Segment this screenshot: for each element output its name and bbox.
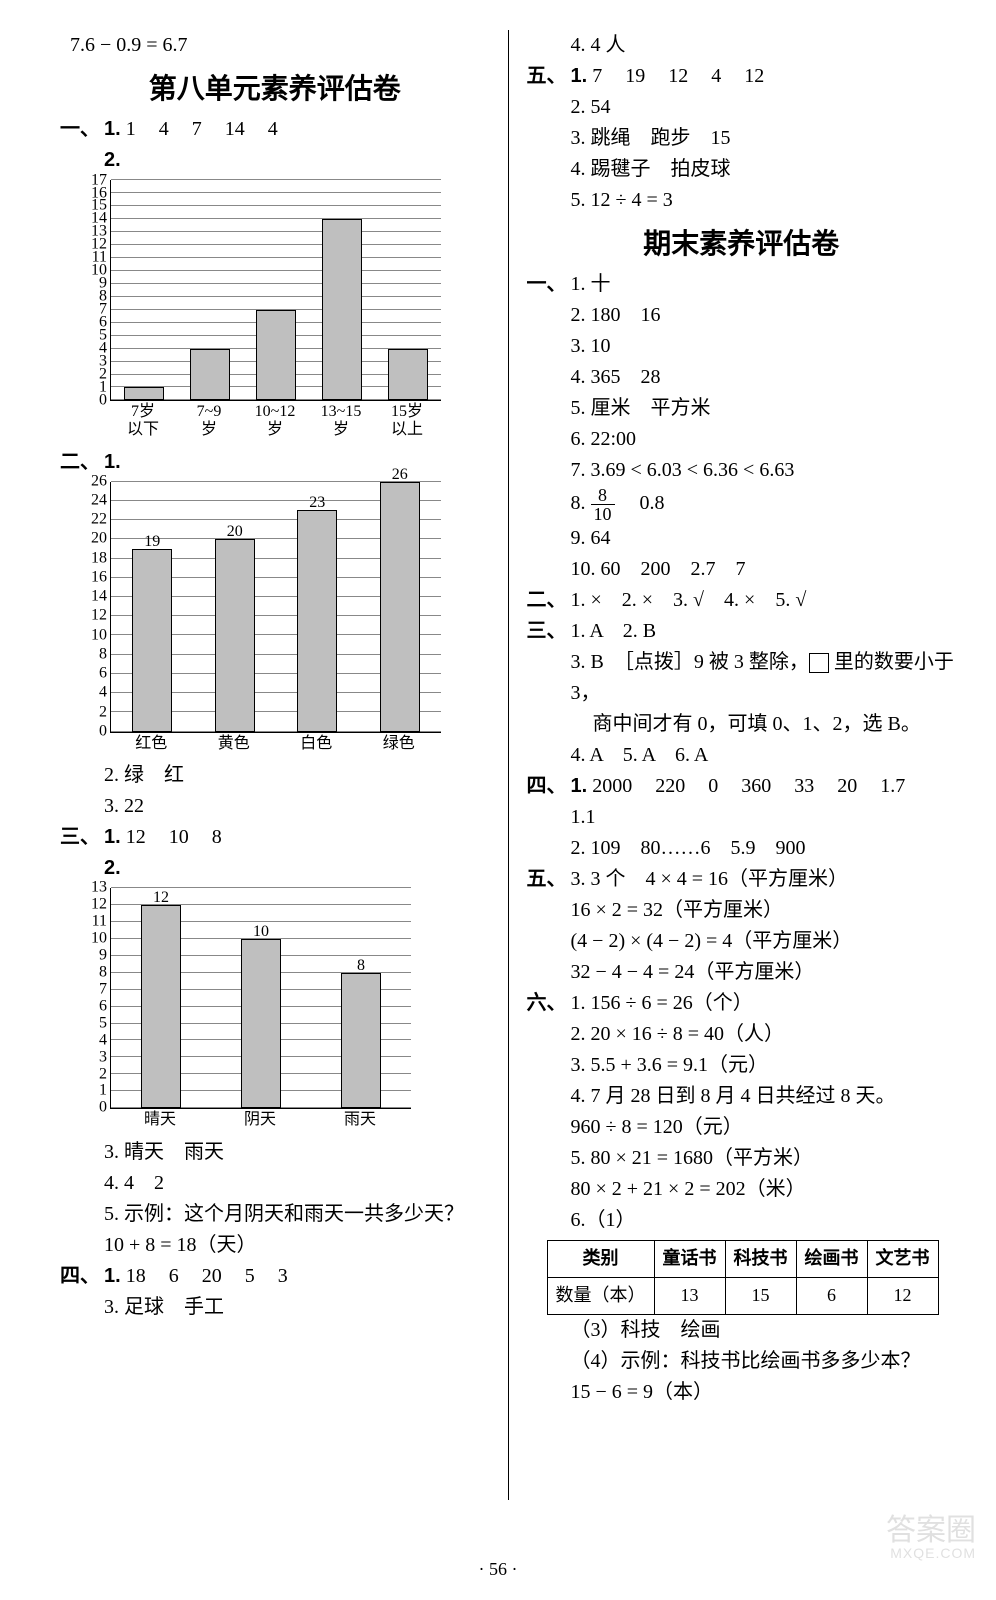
s5-l1-nums: 7 19 12 4 12 bbox=[592, 65, 782, 87]
two-column-layout: 7.6 − 0.9 = 6.7 第八单元素养评估卷 一、 1. 1 4 7 14… bbox=[60, 30, 956, 1500]
s4-l1-nums: 18 6 20 5 3 bbox=[126, 1265, 306, 1287]
s5-l2: 2. 54 bbox=[571, 92, 783, 123]
s2-l3: 3. 22 bbox=[104, 791, 490, 822]
final-s4: 四、 1. 2000 220 0 360 33 20 1.7 1.1 2. 10… bbox=[527, 771, 957, 864]
s3-l1-label: 1. bbox=[104, 826, 121, 848]
s3-l1-nums: 12 10 8 bbox=[126, 826, 240, 848]
section-1: 一、 1. 1 4 7 14 4 2. bbox=[60, 114, 490, 176]
s5-l3: 3. 跳绳 跑步 15 bbox=[571, 123, 783, 154]
unit8-title: 第八单元素养评估卷 bbox=[60, 67, 490, 110]
section-1-body: 1. 1 4 7 14 4 2. bbox=[104, 114, 296, 176]
blank-box-icon bbox=[809, 653, 829, 673]
r-top-l1: 4. 4 人 bbox=[571, 30, 957, 61]
books-table: 类别 童话书 科技书 绘画书 文艺书 数量（本） 13 15 6 12 bbox=[547, 1240, 939, 1315]
section-5: 五、 1. 7 19 12 4 12 2. 54 3. 跳绳 跑步 15 4. … bbox=[527, 61, 957, 216]
section-4-body: 1. 18 6 20 5 3 3. 足球 手工 bbox=[104, 1261, 306, 1323]
s3-l5b: 10 + 8 = 18（天） bbox=[104, 1230, 490, 1261]
final-s5: 五、 3. 3 个 4 × 4 = 16（平方厘米） 16 × 2 = 32（平… bbox=[527, 864, 957, 988]
watermark: 答案圈 MXQE.COM bbox=[886, 1516, 976, 1560]
s1-l1-label: 1. bbox=[104, 118, 121, 140]
f3-l3: 3. B ［点拨］9 被 3 整除， 里的数要小于 3， bbox=[571, 647, 957, 709]
s3-l4: 4. 4 2 bbox=[104, 1168, 490, 1199]
s4-l3: 3. 足球 手工 bbox=[104, 1292, 306, 1323]
fraction-8-10: 8 10 bbox=[591, 486, 615, 523]
final-s1: 一、 1. 十 2. 180 16 3. 10 4. 365 28 5. 厘米 … bbox=[527, 269, 957, 585]
s3-l5: 5. 示例：这个月阴天和雨天一共多少天？ bbox=[104, 1199, 490, 1230]
final-s1-body: 1. 十 2. 180 16 3. 10 4. 365 28 5. 厘米 平方米… bbox=[571, 269, 795, 585]
final-s2: 二、 1. × 2. × 3. √ 4. × 5. √ bbox=[527, 585, 957, 616]
section-5-label: 五、 bbox=[527, 61, 571, 216]
table-data-row: 数量（本） 13 15 6 12 bbox=[547, 1278, 938, 1315]
chart-colors: 0246810121416182022242619202326红色黄色白色绿色 bbox=[110, 482, 490, 753]
s4-l1-label: 1. bbox=[104, 1265, 121, 1287]
f1-l8: 8. 8 10 0.8 bbox=[571, 486, 795, 523]
s2-l2: 2. 绿 红 bbox=[104, 760, 490, 791]
table-header-row: 类别 童话书 科技书 绘画书 文艺书 bbox=[547, 1241, 938, 1278]
final-s1-label: 一、 bbox=[527, 269, 571, 585]
s5-l1-label: 1. bbox=[571, 65, 588, 87]
final-s4-body: 1. 2000 220 0 360 33 20 1.7 1.1 2. 109 8… bbox=[571, 771, 957, 864]
chart-ages: 012345678910111213141516177岁以下7~9岁10~12岁… bbox=[110, 180, 490, 438]
section-3: 三、 1. 12 10 8 2. bbox=[60, 822, 490, 884]
s3-l3: 3. 晴天 雨天 bbox=[104, 1137, 490, 1168]
final-title: 期末素养评估卷 bbox=[527, 222, 957, 265]
f6b-l3: 15 − 6 = 9（本） bbox=[571, 1377, 957, 1408]
s5-l4: 4. 踢毽子 拍皮球 bbox=[571, 154, 783, 185]
section-5-body: 1. 7 19 12 4 12 2. 54 3. 跳绳 跑步 15 4. 踢毽子… bbox=[571, 61, 783, 216]
top-equation: 7.6 − 0.9 = 6.7 bbox=[70, 30, 490, 61]
final-s6: 六、 1. 156 ÷ 6 = 26（个） 2. 20 × 16 ÷ 8 = 4… bbox=[527, 988, 957, 1236]
page: 7.6 − 0.9 = 6.7 第八单元素养评估卷 一、 1. 1 4 7 14… bbox=[0, 0, 996, 1600]
section-4: 四、 1. 18 6 20 5 3 3. 足球 手工 bbox=[60, 1261, 490, 1323]
right-column: 4. 4 人 五、 1. 7 19 12 4 12 2. 54 3. 跳绳 跑步… bbox=[508, 30, 957, 1500]
f4-l1-nums: 2000 220 0 360 33 20 1.7 1.1 bbox=[571, 775, 924, 828]
s5-l5: 5. 12 ÷ 4 = 3 bbox=[571, 185, 783, 216]
chart-weather: 01234567891011121312108晴天阴天雨天 bbox=[110, 888, 490, 1129]
final-s6-body: 1. 156 ÷ 6 = 26（个） 2. 20 × 16 ÷ 8 = 40（人… bbox=[571, 988, 896, 1236]
s1-l1-nums: 1 4 7 14 4 bbox=[126, 118, 296, 140]
f6b-l2: （4）示例：科技书比绘画书多多少本？ bbox=[571, 1346, 957, 1377]
final-s3-body: 1. A 2. B 3. B ［点拨］9 被 3 整除， 里的数要小于 3， 商… bbox=[571, 616, 957, 771]
final-s3: 三、 1. A 2. B 3. B ［点拨］9 被 3 整除， 里的数要小于 3… bbox=[527, 616, 957, 771]
section-3-body: 1. 12 10 8 2. bbox=[104, 822, 240, 884]
f6b-l1: （3）科技 绘画 bbox=[571, 1315, 957, 1346]
section-2: 二、 1. bbox=[60, 447, 490, 478]
page-number: · 56 · bbox=[0, 1559, 996, 1580]
section-4-label: 四、 bbox=[60, 1261, 104, 1323]
left-column: 7.6 − 0.9 = 6.7 第八单元素养评估卷 一、 1. 1 4 7 14… bbox=[60, 30, 508, 1500]
final-s5-body: 3. 3 个 4 × 4 = 16（平方厘米） 16 × 2 = 32（平方厘米… bbox=[571, 864, 853, 988]
